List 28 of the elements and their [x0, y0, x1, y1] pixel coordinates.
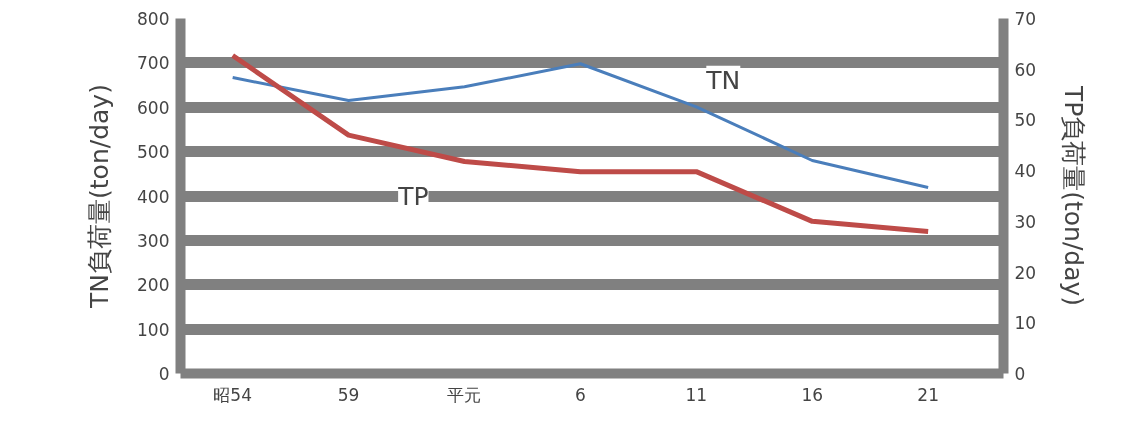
y2-axis-title: TP負荷量(ton/day) [1059, 84, 1089, 307]
x-tick-label: 6 [575, 384, 586, 405]
y-tick-label: 300 [137, 230, 170, 251]
x-tick-label: 59 [337, 384, 360, 405]
x-tick-label: 11 [685, 384, 708, 405]
y2-tick-label: 40 [1014, 161, 1037, 182]
y-tick-label: 400 [137, 186, 170, 207]
y2-tick-label: 60 [1014, 59, 1037, 80]
y2-tick-label: 50 [1014, 110, 1037, 131]
y-tick-label: 700 [137, 53, 170, 74]
y2-tick-label: 10 [1014, 313, 1037, 334]
x-tick-label: 平元 [447, 384, 482, 405]
y-axis-title: TN負荷量(ton/day) [85, 84, 115, 309]
y2-tick-label: 0 [1014, 364, 1026, 384]
x-tick-label: 21 [917, 384, 939, 405]
y-tick-label: 800 [137, 9, 170, 29]
y-tick-label: 100 [137, 319, 170, 340]
y-tick-label: 500 [137, 142, 170, 163]
x-tick-label: 昭54 [213, 384, 252, 405]
y2-tick-label: 70 [1014, 9, 1037, 29]
x-tick-label: 16 [801, 384, 824, 405]
y-tick-label: 0 [158, 364, 170, 384]
y-tick-label: 200 [137, 275, 170, 296]
series-label: TP [397, 181, 429, 211]
series-label: TN [705, 65, 741, 95]
y-tick-label: 600 [137, 97, 170, 118]
y2-tick-label: 20 [1014, 262, 1037, 283]
y2-tick-label: 30 [1014, 211, 1037, 232]
